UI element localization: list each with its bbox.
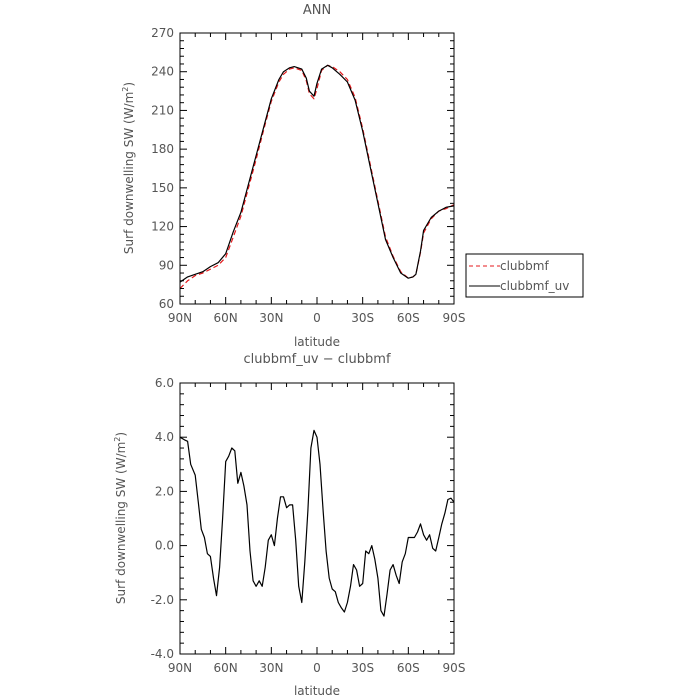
top-plot-area: 90N 60N 30N 0 30S 60S 90S 60 90 120 150 180 210 240 27…: [151, 26, 465, 325]
bottom-y-tick-label: -4.0: [151, 647, 174, 661]
legend-label-clubbmf-uv: clubbmf_uv: [500, 279, 569, 293]
top-x-tick-label: 60N: [214, 311, 238, 325]
bottom-y-tick-label: 6.0: [155, 376, 174, 390]
top-plot-frame: [179, 32, 455, 305]
top-x-tick-label: 60S: [397, 311, 420, 325]
legend-box: [465, 253, 584, 298]
top-y-tick-label: 60: [159, 297, 174, 311]
bottom-x-tick-label: 30S: [351, 661, 374, 675]
bottom-x-tick-label: 90S: [443, 661, 466, 675]
top-y-label-main: Surf downwelling SW (W/m: [122, 92, 136, 254]
bottom-panel: clubbmf_uv − clubbmf 90N 60N 30N 0 30S 60S 90S…: [113, 352, 465, 698]
top-y-label-sup: 2: [121, 87, 130, 92]
bottom-y-tick-label: 0.0: [155, 539, 174, 553]
top-y-tick-label: 150: [151, 181, 174, 195]
top-y-tick-label: 240: [151, 65, 174, 79]
top-y-axis-label: Surf downwelling SW (W/m2): [121, 82, 136, 254]
bottom-x-tick-label: 0: [313, 661, 321, 675]
bottom-plot-area: 90N 60N 30N 0 30S 60S 90S -4.0 -2.0 0.0 2.0 4.0 6.0: [151, 376, 466, 675]
bottom-y-axis-label: Surf downwelling SW (W/m2): [113, 432, 128, 604]
top-y-tick-label: 180: [151, 142, 174, 156]
top-panel: ANN 90N 60N 30N 0 30S 60S 90S 60 90 120 150 180 210 2…: [121, 3, 584, 349]
bottom-chart-title: clubbmf_uv − clubbmf: [243, 352, 390, 367]
bottom-x-tick-label: 60S: [397, 661, 420, 675]
top-y-tick-label: 90: [159, 258, 174, 272]
top-x-tick-label: 30N: [259, 311, 283, 325]
bottom-x-tick-label: 90N: [168, 661, 192, 675]
bottom-x-tick-label: 60N: [214, 661, 238, 675]
bottom-plot-frame: [179, 382, 455, 655]
bottom-y-tick-label: -2.0: [151, 593, 174, 607]
top-series-line-clubbmf: [179, 64, 455, 289]
bottom-x-axis-label: latitude: [294, 684, 340, 698]
top-series-line-clubbmf-uv: [179, 64, 455, 283]
bottom-y-tick-label: 2.0: [155, 484, 174, 498]
top-x-tick-label: 90N: [168, 311, 192, 325]
bottom-y-label-end: ): [114, 432, 128, 437]
bottom-y-label-main: Surf downwelling SW (W/m: [114, 442, 128, 604]
bottom-x-tick-label: 30N: [259, 661, 283, 675]
top-y-label-end: ): [122, 82, 136, 87]
top-x-axis-label: latitude: [294, 335, 340, 349]
top-y-tick-label: 270: [151, 26, 174, 40]
top-chart-title: ANN: [303, 3, 331, 18]
top-y-tick-label: 120: [151, 220, 174, 234]
bottom-y-label-sup: 2: [113, 437, 122, 442]
top-x-tick-label: 30S: [351, 311, 374, 325]
bottom-y-tick-label: 4.0: [155, 430, 174, 444]
legend: clubbmf clubbmf_uv: [465, 253, 584, 298]
top-y-tick-label: 210: [151, 103, 174, 117]
top-x-tick-label: 90S: [443, 311, 466, 325]
bottom-series-line-difference: [179, 429, 455, 617]
legend-label-clubbmf: clubbmf: [500, 259, 549, 273]
top-x-tick-label: 0: [313, 311, 321, 325]
